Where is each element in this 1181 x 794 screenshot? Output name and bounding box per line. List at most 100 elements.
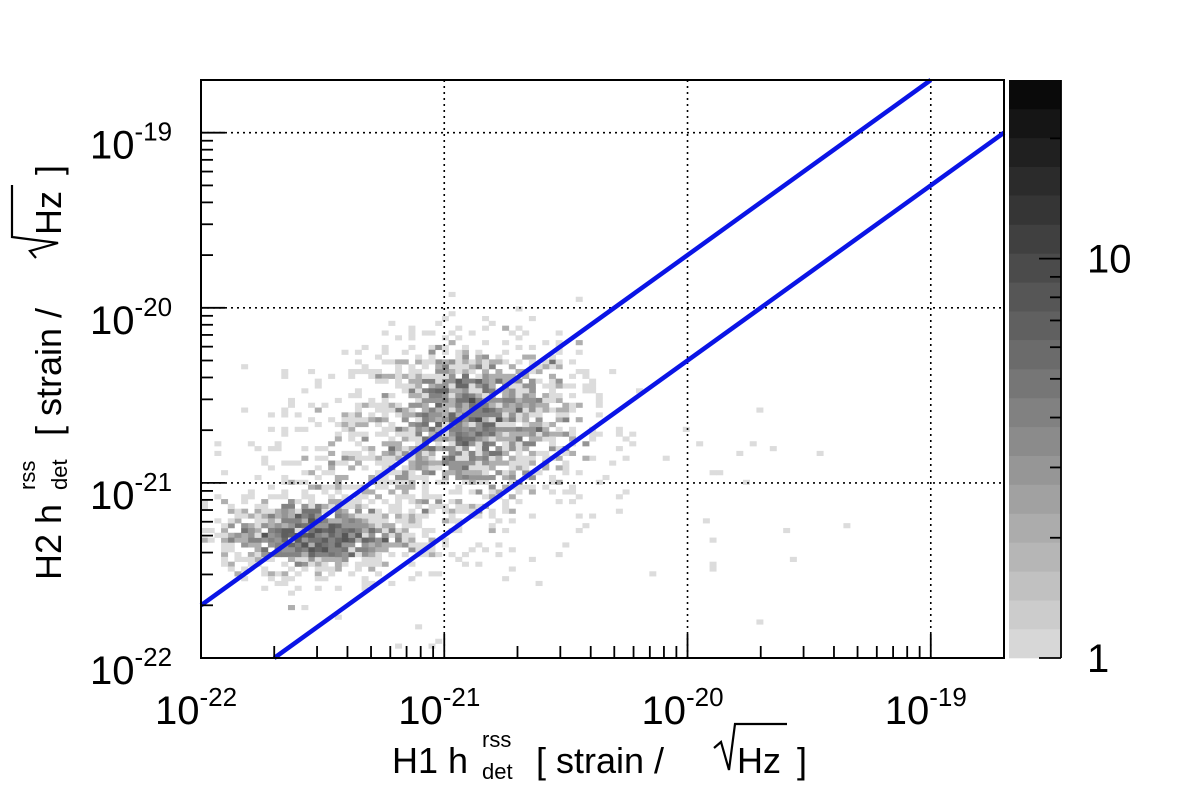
heatmap-cell <box>475 397 483 404</box>
heatmap-cell <box>308 513 316 519</box>
heatmap-cell <box>555 383 563 389</box>
heatmap-cell <box>254 518 262 524</box>
heatmap-cell <box>475 446 483 452</box>
heatmap-cell <box>221 552 229 558</box>
y-title-bracket-close: ] <box>28 165 69 185</box>
heatmap-cell <box>528 393 536 399</box>
heatmap-cell <box>354 369 362 375</box>
heatmap-cell <box>455 460 463 466</box>
heatmap-cell <box>328 494 336 500</box>
heatmap-cell <box>515 426 523 432</box>
heatmap-cell <box>241 542 249 548</box>
heatmap-cell <box>368 450 376 456</box>
heatmap-cell <box>421 417 429 423</box>
heatmap-cell <box>495 417 503 423</box>
heatmap-cell <box>415 455 423 461</box>
heatmap-cell <box>455 421 463 428</box>
heatmap-cell <box>308 532 316 538</box>
heatmap-cell <box>435 571 443 577</box>
heatmap-cell <box>388 450 396 456</box>
heatmap-cell <box>408 561 416 567</box>
heatmap-cell <box>475 407 483 413</box>
heatmap-cell <box>408 537 416 543</box>
heatmap-cell <box>488 397 496 404</box>
heatmap-cell <box>247 542 255 548</box>
heatmap-cell <box>354 527 362 534</box>
heatmap-cell <box>542 359 550 365</box>
heatmap-cell <box>428 460 436 466</box>
heatmap-cell <box>381 460 389 466</box>
heatmap-cell <box>361 556 369 562</box>
heatmap-cell <box>415 542 423 548</box>
heatmap-cell <box>475 383 483 389</box>
heatmap-cell <box>221 547 229 553</box>
heatmap-cell <box>254 523 262 529</box>
heatmap-cell <box>488 489 496 495</box>
heatmap-cell <box>428 330 436 336</box>
heatmap-cell <box>441 369 449 375</box>
heatmap-cell <box>328 417 336 423</box>
heatmap-cell <box>569 431 577 437</box>
heatmap-cell <box>535 378 543 384</box>
heatmap-cell <box>555 330 563 336</box>
heatmap-cell <box>482 431 490 437</box>
heatmap-cell <box>428 537 436 543</box>
heatmap-cell <box>234 518 242 524</box>
heatmap-cell <box>314 542 322 548</box>
heatmap-cell <box>428 446 436 452</box>
heatmap-cell <box>374 369 382 375</box>
heatmap-cell <box>502 402 510 408</box>
heatmap-cell <box>441 397 449 404</box>
heatmap-cell <box>221 523 229 529</box>
heatmap-cell <box>408 393 416 399</box>
heatmap-cell <box>395 542 403 548</box>
heatmap-cell <box>455 470 463 476</box>
heatmap-cell <box>522 330 530 336</box>
heatmap-cell <box>201 537 208 543</box>
heatmap-cell <box>314 523 322 529</box>
heatmap-cell <box>247 494 255 500</box>
heatmap-cell <box>254 446 262 452</box>
heatmap-cell <box>535 364 543 370</box>
heatmap-cell <box>542 455 550 461</box>
heatmap-cell <box>287 542 295 548</box>
heatmap-cell <box>475 431 483 437</box>
heatmap-cell <box>428 552 436 558</box>
heatmap-cell <box>368 537 376 543</box>
heatmap-cell <box>281 503 289 509</box>
heatmap-cell <box>548 364 556 370</box>
heatmap-cell <box>341 426 349 432</box>
heatmap-cell <box>441 388 449 394</box>
heatmap-cell <box>575 369 583 375</box>
heatmap-cell <box>461 402 469 408</box>
heatmap-cell <box>368 499 376 505</box>
heatmap-cell <box>461 407 469 413</box>
heatmap-cell <box>321 523 329 529</box>
heatmap-cell <box>321 446 329 452</box>
heatmap-cell <box>415 474 423 481</box>
heatmap-cell <box>475 393 483 399</box>
heatmap-cell <box>482 441 490 447</box>
heatmap-cell <box>368 417 376 423</box>
heatmap-cell <box>321 489 329 495</box>
heatmap-cell <box>635 388 643 394</box>
heatmap-cell <box>475 489 483 495</box>
heatmap-cell <box>428 388 436 394</box>
heatmap-cell <box>582 455 590 461</box>
heatmap-cell <box>448 446 456 452</box>
heatmap-cell <box>562 465 570 471</box>
colorbar-segment <box>1009 629 1061 659</box>
heatmap-cell <box>395 527 403 534</box>
heatmap-cell <box>287 460 295 466</box>
heatmap-cell <box>401 383 409 389</box>
heatmap-cell <box>241 537 249 543</box>
heatmap-cell <box>441 412 449 418</box>
heatmap-cell <box>415 436 423 442</box>
heatmap-cell <box>448 518 456 524</box>
heatmap-cell <box>267 412 275 418</box>
heatmap-cell <box>281 479 289 485</box>
heatmap-cell <box>448 426 456 432</box>
heatmap-cell <box>428 508 436 514</box>
heatmap-cell <box>448 378 456 384</box>
heatmap-cell <box>334 479 342 485</box>
